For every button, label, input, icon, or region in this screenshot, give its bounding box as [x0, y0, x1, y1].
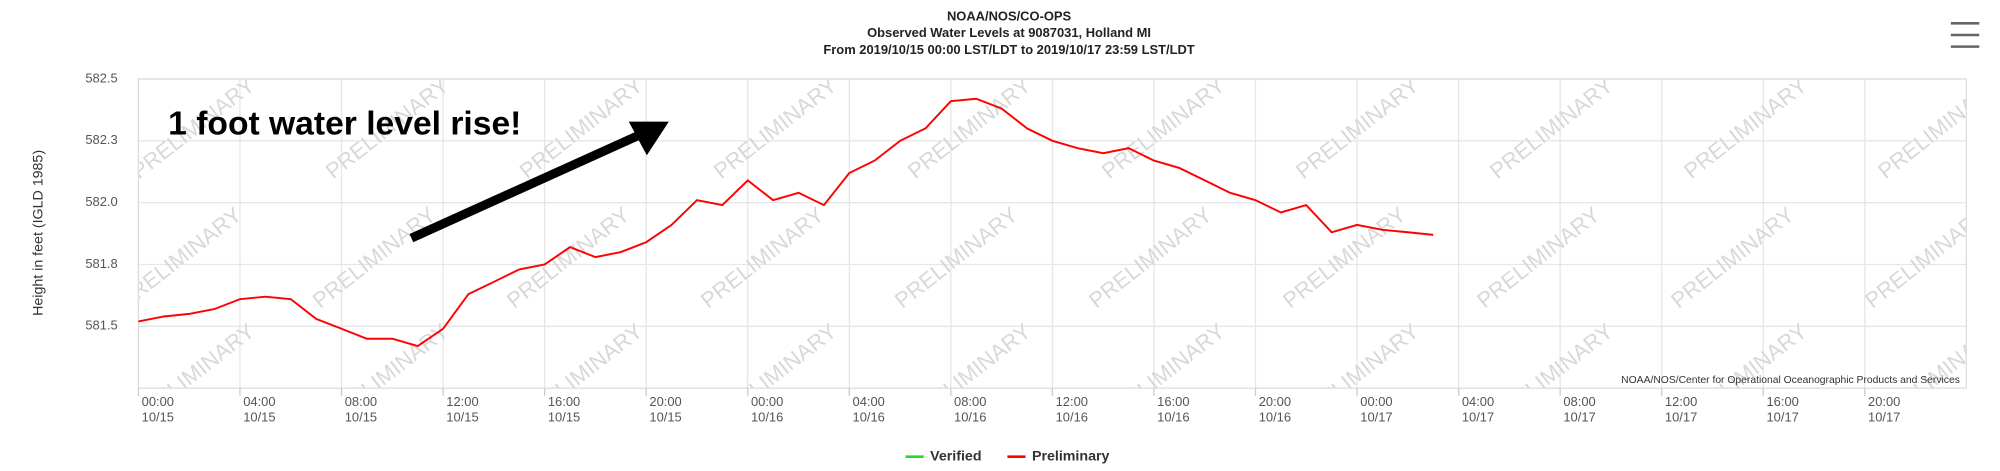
x-tick-label: 10/15 — [548, 409, 580, 424]
annotation-arrow — [409, 121, 669, 243]
x-tick-label: 10/17 — [1868, 409, 1900, 424]
x-tick-label: 10/16 — [1056, 409, 1088, 424]
axes: 581.5581.8582.0582.3582.500:0010/1504:00… — [85, 70, 1900, 424]
watermark: PRELIMINARY — [1860, 202, 1993, 313]
menu-button[interactable] — [1950, 22, 1980, 48]
y-tick-label: 581.5 — [85, 318, 117, 333]
chart-title: Observed Water Levels at 9087031, Hollan… — [867, 25, 1151, 40]
legend-label: Verified — [930, 448, 981, 464]
watermark: PRELIMINARY — [114, 202, 247, 313]
x-tick-label: 10/15 — [243, 409, 275, 424]
watermark: PRELIMINARY — [903, 72, 1036, 183]
x-tick-label: 10/17 — [1360, 409, 1392, 424]
x-tick-label: 00:00 — [142, 394, 174, 409]
x-tick-label: 20:00 — [649, 394, 681, 409]
watermark: PRELIMINARY — [1873, 72, 2000, 183]
chart-title: From 2019/10/15 00:00 LST/LDT to 2019/10… — [823, 42, 1194, 57]
x-tick-label: 10/16 — [751, 409, 783, 424]
series-group — [138, 97, 1434, 348]
watermark: PRELIMINARY — [1278, 202, 1411, 313]
x-tick-label: 08:00 — [954, 394, 986, 409]
watermark: PRELIMINARY — [890, 202, 1023, 313]
x-tick-label: 10/17 — [1462, 409, 1494, 424]
x-tick-label: 16:00 — [548, 394, 580, 409]
x-tick-label: 10/16 — [1157, 409, 1189, 424]
x-tick-label: 08:00 — [1563, 394, 1595, 409]
arrow-shaft — [409, 130, 643, 243]
watermark: PRELIMINARY — [515, 318, 648, 429]
data-line — [138, 97, 1434, 348]
watermark: PRELIMINARY — [709, 72, 842, 183]
x-tick-label: 10/16 — [1259, 409, 1291, 424]
x-tick-label: 04:00 — [1462, 394, 1494, 409]
y-tick-label: 581.8 — [85, 256, 117, 271]
x-tick-label: 20:00 — [1868, 394, 1900, 409]
x-tick-label: 00:00 — [751, 394, 783, 409]
grid — [137, 78, 1967, 389]
x-tick-label: 12:00 — [446, 394, 478, 409]
watermark: PRELIMINARY — [502, 202, 635, 313]
arrow-head — [628, 121, 669, 156]
y-axis-label: Height in feet (IGLD 1985) — [31, 150, 47, 316]
x-tick-label: 04:00 — [243, 394, 275, 409]
legend: Verified Preliminary — [905, 448, 1110, 464]
x-tick-label: 20:00 — [1259, 394, 1291, 409]
y-tick-label: 582.0 — [85, 194, 117, 209]
y-tick-label: 582.3 — [85, 132, 117, 147]
x-tick-label: 10/16 — [954, 409, 986, 424]
watermark: PRELIMINARY — [1472, 202, 1605, 313]
x-tick-label: 08:00 — [345, 394, 377, 409]
watermark: PRELIMINARY — [1485, 72, 1618, 183]
watermark: PRELIMINARY — [696, 202, 829, 313]
x-tick-label: 10/15 — [649, 409, 681, 424]
credit: NOAA/NOS/Center for Operational Oceanogr… — [1621, 375, 1960, 386]
x-tick-label: 04:00 — [853, 394, 885, 409]
annotation: 1 foot water level rise! — [168, 105, 521, 142]
x-tick-label: 12:00 — [1056, 394, 1088, 409]
x-tick-label: 16:00 — [1157, 394, 1189, 409]
x-tick-label: 10/15 — [446, 409, 478, 424]
watermark: PRELIMINARY — [1679, 72, 1812, 183]
watermark: PRELIMINARY — [1666, 202, 1799, 313]
x-tick-label: 10/15 — [345, 409, 377, 424]
x-tick-label: 00:00 — [1360, 394, 1392, 409]
chart-title: NOAA/NOS/CO-OPS — [947, 8, 1072, 23]
watermark: PRELIMINARY — [1097, 72, 1230, 183]
x-tick-label: 10/17 — [1665, 409, 1697, 424]
watermark: PRELIMINARY — [1485, 318, 1618, 429]
x-tick-label: 10/16 — [853, 409, 885, 424]
x-tick-label: 10/15 — [142, 409, 174, 424]
watermark: PRELIMINARY — [515, 72, 648, 183]
watermark: PRELIMINARY — [308, 202, 441, 313]
x-tick-label: 12:00 — [1665, 394, 1697, 409]
x-tick-label: 16:00 — [1766, 394, 1798, 409]
x-tick-label: 10/17 — [1766, 409, 1798, 424]
x-tick-label: 10/17 — [1563, 409, 1595, 424]
y-tick-label: 582.5 — [85, 70, 117, 85]
legend-label: Preliminary — [1032, 448, 1110, 464]
watermark: PRELIMINARY — [1084, 202, 1217, 313]
